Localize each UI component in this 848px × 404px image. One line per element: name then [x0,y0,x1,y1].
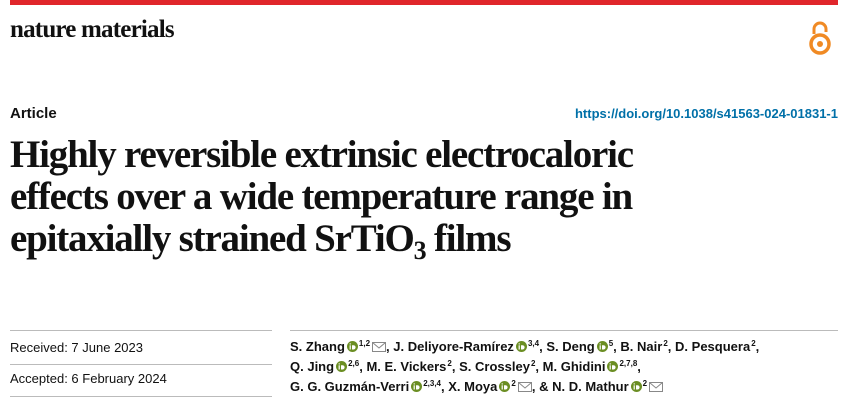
author-line: G. G. Guzmán-Verri 2,3,4, X. Moya 2, & N. … [290,379,664,395]
orcid-icon[interactable] [607,360,619,375]
divider [290,330,838,331]
orcid-icon[interactable] [515,340,527,355]
author-name[interactable]: J. Deliyore-Ramírez [393,339,514,354]
title-line: effects over a wide temperature range in [10,175,633,218]
author-line: Q. Jing 2,6, M. E. Vickers2, S. Crossley2… [290,359,641,375]
orcid-icon[interactable] [336,360,348,375]
orcid-icon[interactable] [499,380,511,395]
affiliation: 2 [511,379,516,388]
author-name[interactable]: M. Ghidini [542,359,606,374]
accepted-date: Accepted: 6 February 2024 [10,371,167,386]
title-subscript: 3 [413,236,427,265]
article-type: Article [10,105,57,122]
title-text: epitaxially strained SrTiO [10,217,415,260]
separator: , [386,339,390,354]
divider [10,364,272,365]
conjunction: & [539,379,549,394]
doi-link[interactable]: https://doi.org/10.1038/s41563-024-01831… [574,106,838,121]
author-name[interactable]: M. E. Vickers [366,359,447,374]
affiliation: 2,3,4 [423,379,441,388]
title-line: epitaxially strained SrTiO3 films [10,216,512,264]
orcid-icon[interactable] [630,380,642,395]
divider [10,330,272,331]
title-line: Highly reversible extrinsic electrocalor… [10,133,634,176]
affiliation: 3,4 [527,339,540,348]
separator: , [535,359,540,374]
divider [10,396,272,397]
separator: , [755,339,760,354]
affiliation: 2 [530,359,536,368]
top-bar [10,0,838,5]
orcid-icon[interactable] [346,340,358,355]
title-text: films [425,217,512,260]
author-name[interactable]: G. G. Guzmán-Verri [290,379,410,394]
received-date: Received: 7 June 2023 [10,340,143,355]
author-name[interactable]: X. Moya [448,379,498,394]
email-icon[interactable] [649,380,664,395]
affiliation: 2,7,8 [619,359,638,368]
author-name[interactable]: N. D. Mathur [552,379,629,394]
email-icon[interactable] [517,380,532,395]
separator: , [359,359,363,374]
journal-name[interactable]: nature materials [10,16,175,43]
affiliation: 2 [751,339,756,348]
affiliation: 2 [447,359,452,368]
author-name[interactable]: S. Crossley [459,359,530,374]
affiliation: 5 [608,339,614,348]
email-icon[interactable] [372,340,387,355]
affiliation: 2 [663,339,668,348]
author-line: S. Zhang 1,2, J. Deliyore-Ramírez 3,4, S. … [290,339,759,355]
separator: , [613,339,617,354]
author-name[interactable]: S. Deng [546,339,595,354]
affiliation: 2 [642,379,648,388]
orcid-icon[interactable] [411,380,423,395]
author-name[interactable]: S. Zhang [290,339,345,354]
separator: , [637,359,641,374]
author-name[interactable]: B. Nair [620,339,663,354]
affiliation: 2,6 [348,359,360,368]
separator: , [667,339,672,354]
author-name[interactable]: Q. Jing [290,359,335,374]
open-access-icon [809,21,831,55]
author-name[interactable]: D. Pesquera [675,339,751,354]
separator: , [441,379,445,394]
separator: , [539,339,543,354]
affiliation: 1,2 [358,339,371,348]
separator: , [531,379,536,394]
separator: , [451,359,456,374]
orcid-icon[interactable] [596,340,608,355]
